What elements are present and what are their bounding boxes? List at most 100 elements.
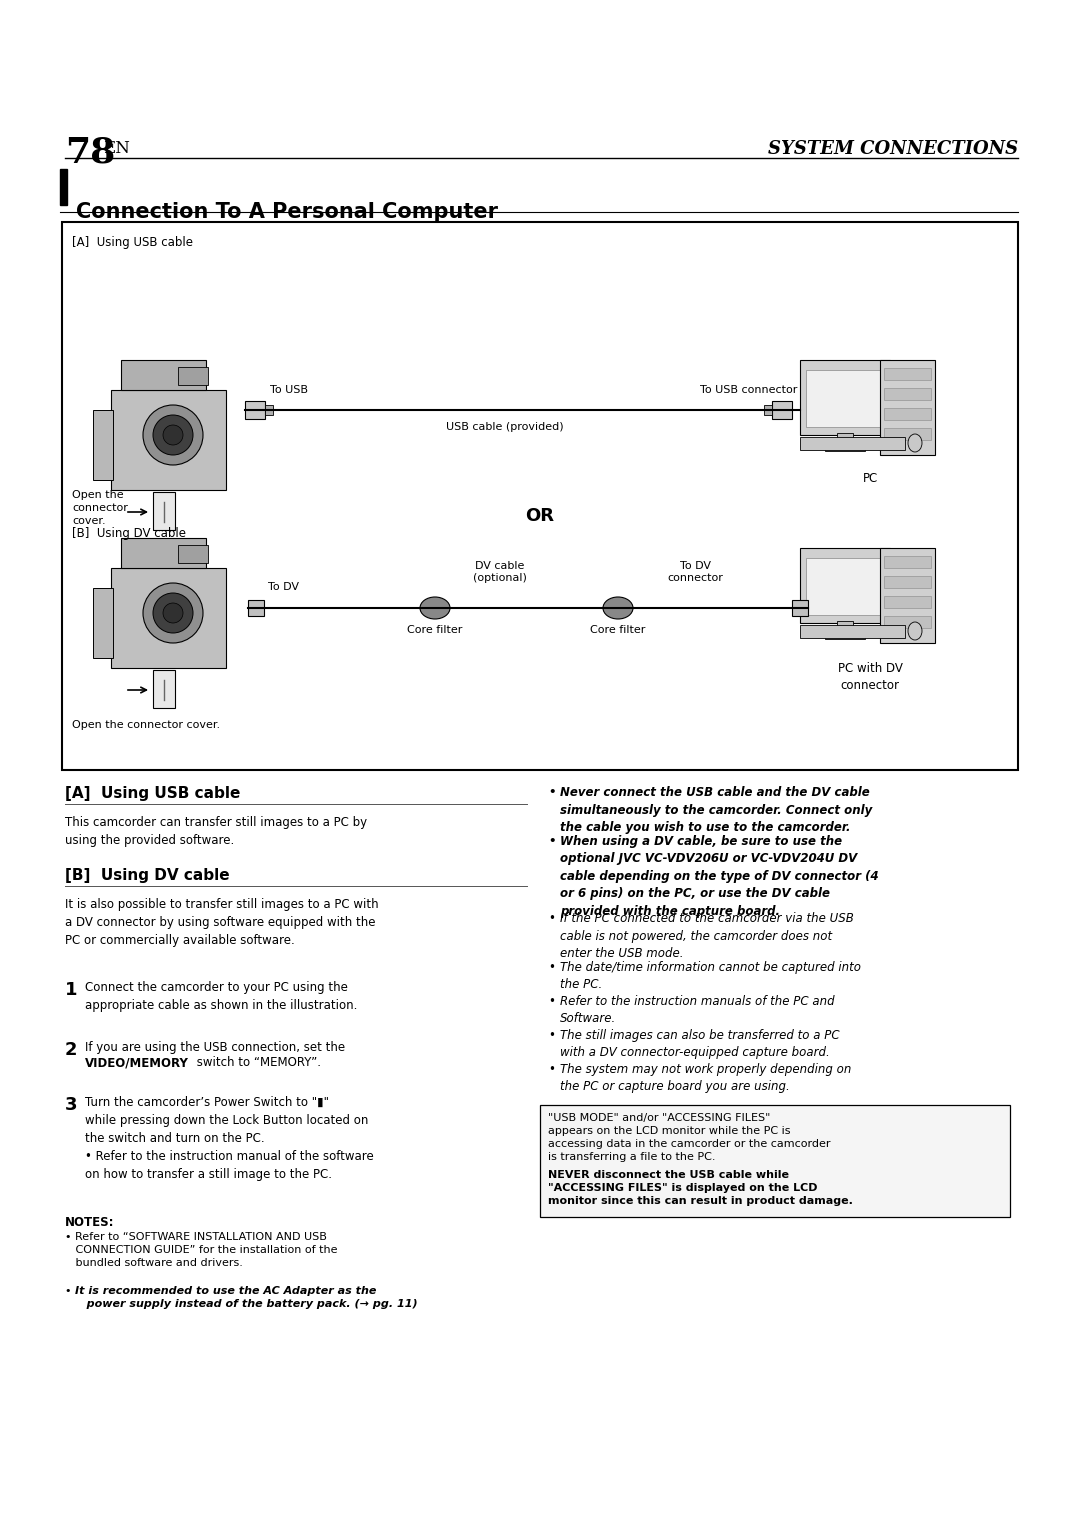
Text: •: • [548, 834, 555, 848]
Text: Open the connector cover.: Open the connector cover. [72, 720, 220, 730]
Text: Core filter: Core filter [407, 625, 462, 636]
Bar [825, 445, 865, 451]
Bar [885, 556, 931, 568]
Text: To DV
connector: To DV connector [667, 561, 723, 584]
Text: Open the
connector
cover.: Open the connector cover. [72, 490, 127, 527]
Text: "USB MODE" and/or "ACCESSING FILES"
appears on the LCD monitor while the PC is
a: "USB MODE" and/or "ACCESSING FILES" appe… [548, 1112, 831, 1163]
Ellipse shape [163, 425, 183, 445]
Text: When using a DV cable, be sure to use the
optional JVC VC-VDV206U or VC-VDV204U : When using a DV cable, be sure to use th… [561, 834, 879, 917]
Text: Turn the camcorder’s Power Switch to "▮"
while pressing down the Lock Button loc: Turn the camcorder’s Power Switch to "▮"… [85, 1096, 374, 1181]
Bar [885, 428, 931, 440]
Text: switch to “MEMORY”.: switch to “MEMORY”. [193, 1056, 321, 1070]
Text: •: • [548, 912, 555, 924]
Text: The date/time information cannot be captured into
the PC.: The date/time information cannot be capt… [561, 961, 861, 992]
Bar [110, 568, 226, 668]
Ellipse shape [908, 622, 922, 640]
Text: • Refer to “SOFTWARE INSTALLATION AND USB
   CONNECTION GUIDE” for the installat: • Refer to “SOFTWARE INSTALLATION AND US… [65, 1232, 337, 1268]
Bar [110, 390, 226, 490]
Ellipse shape [603, 597, 633, 619]
Bar [885, 388, 931, 400]
Bar [178, 545, 208, 562]
Bar [121, 361, 205, 390]
Text: DV cable
(optional): DV cable (optional) [473, 561, 527, 584]
Text: It is recommended to use the AC Adapter as the
   power supply instead of the ba: It is recommended to use the AC Adapter … [75, 1287, 418, 1309]
Bar [540, 1105, 1010, 1216]
Ellipse shape [153, 593, 193, 633]
Text: SYSTEM CONNECTIONS: SYSTEM CONNECTIONS [768, 141, 1018, 157]
Bar [837, 432, 853, 448]
Text: [A]  Using USB cable: [A] Using USB cable [65, 785, 241, 801]
Text: Never connect the USB cable and the DV cable
simultaneously to the camcorder. Co: Never connect the USB cable and the DV c… [561, 785, 873, 834]
Text: 2: 2 [65, 1041, 78, 1059]
Text: OR: OR [526, 507, 554, 526]
Text: To DV: To DV [268, 582, 299, 591]
Bar [245, 400, 265, 419]
Ellipse shape [908, 434, 922, 452]
Text: •: • [548, 1028, 555, 1042]
Text: •: • [548, 1062, 555, 1076]
Ellipse shape [420, 597, 450, 619]
Ellipse shape [143, 405, 203, 465]
Bar [800, 437, 905, 451]
Text: NEVER disconnect the USB cable while
"ACCESSING FILES" is displayed on the LCD
m: NEVER disconnect the USB cable while "AC… [548, 1169, 853, 1206]
Bar [792, 601, 808, 616]
Text: NOTES:: NOTES: [65, 1216, 114, 1229]
Bar [885, 596, 931, 608]
Bar [800, 549, 890, 623]
Text: 3: 3 [65, 1096, 78, 1114]
Text: The system may not work properly depending on
the PC or capture board you are us: The system may not work properly dependi… [561, 1062, 851, 1093]
Bar [178, 367, 208, 385]
Bar [885, 368, 931, 380]
Text: •: • [548, 995, 555, 1007]
Text: Refer to the instruction manuals of the PC and
Software.: Refer to the instruction manuals of the … [561, 995, 835, 1025]
Bar [248, 601, 264, 616]
Text: To USB: To USB [270, 385, 308, 396]
Text: Connection To A Personal Computer: Connection To A Personal Computer [76, 202, 498, 222]
Bar [764, 405, 772, 416]
Text: If the PC connected to the camcorder via the USB
cable is not powered, the camco: If the PC connected to the camcorder via… [561, 912, 854, 960]
Text: 1: 1 [65, 981, 78, 999]
Bar [121, 538, 205, 568]
Bar [800, 625, 905, 639]
Bar [825, 633, 865, 639]
Ellipse shape [153, 416, 193, 455]
Ellipse shape [163, 604, 183, 623]
Bar [265, 405, 273, 416]
Bar [62, 222, 1018, 770]
Bar [772, 400, 792, 419]
Text: It is also possible to transfer still images to a PC with
a DV connector by usin: It is also possible to transfer still im… [65, 898, 379, 947]
Bar [837, 620, 853, 636]
Text: To USB connector: To USB connector [700, 385, 797, 396]
Bar [885, 616, 931, 628]
Text: [B]  Using DV cable: [B] Using DV cable [65, 868, 230, 883]
Bar [800, 361, 890, 435]
Bar [153, 492, 175, 530]
Text: [B]  Using DV cable: [B] Using DV cable [72, 527, 186, 539]
Text: •: • [548, 785, 555, 799]
Text: •: • [548, 961, 555, 973]
Text: The still images can also be transferred to a PC
with a DV connector-equipped ca: The still images can also be transferred… [561, 1028, 839, 1059]
Text: Connect the camcorder to your PC using the
appropriate cable as shown in the ill: Connect the camcorder to your PC using t… [85, 981, 357, 1012]
Bar [806, 558, 885, 614]
Text: USB cable (provided): USB cable (provided) [446, 422, 564, 432]
Bar [885, 576, 931, 588]
Text: 78: 78 [65, 134, 116, 170]
Text: EN: EN [103, 141, 130, 157]
Bar [806, 370, 885, 426]
Bar [153, 669, 175, 707]
Bar [60, 170, 67, 205]
Bar [93, 410, 112, 480]
Text: VIDEO/MEMORY: VIDEO/MEMORY [85, 1056, 189, 1070]
Text: This camcorder can transfer still images to a PC by
using the provided software.: This camcorder can transfer still images… [65, 816, 367, 847]
Text: •: • [65, 1287, 75, 1296]
Text: PC with DV
connector: PC with DV connector [838, 662, 903, 692]
Bar [880, 361, 935, 455]
Bar [885, 408, 931, 420]
Text: If you are using the USB connection, set the: If you are using the USB connection, set… [85, 1041, 346, 1054]
Bar [93, 588, 112, 659]
Text: Core filter: Core filter [591, 625, 646, 636]
Ellipse shape [143, 584, 203, 643]
Text: [A]  Using USB cable: [A] Using USB cable [72, 235, 193, 249]
Text: PC: PC [862, 472, 878, 484]
Bar [880, 549, 935, 643]
